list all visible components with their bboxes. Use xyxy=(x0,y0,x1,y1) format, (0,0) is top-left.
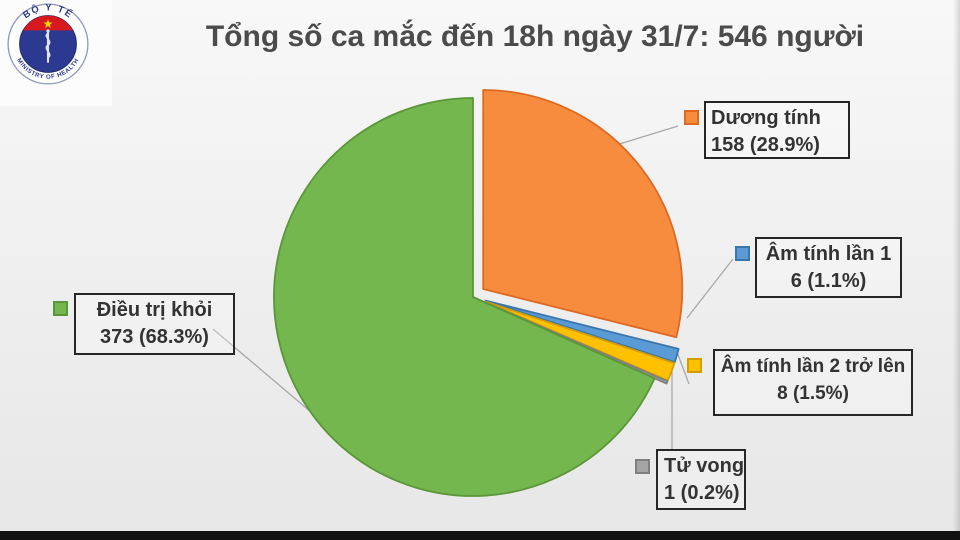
legend-marker-duong-tinh xyxy=(684,110,699,125)
callout-label: Âm tính lần 1 xyxy=(765,243,892,265)
callout-dieu-tri-khoi: Điều trị khỏi 373 (68.3%) xyxy=(74,293,235,355)
legend-marker-am-tinh-lan-1 xyxy=(735,246,750,261)
callout-tu-vong: Tử vong 1 (0.2%) xyxy=(656,449,746,510)
callout-am-tinh-lan-1: Âm tính lần 1 6 (1.1%) xyxy=(755,237,902,298)
callout-value: 373 (68.3%) xyxy=(100,326,209,348)
callout-value: 6 (1.1%) xyxy=(790,270,867,292)
logo-asclepius-staff-icon xyxy=(45,29,51,63)
callout-value: 1 (0.2%) xyxy=(664,482,740,504)
pie-slices xyxy=(273,89,684,497)
bottom-black-bar xyxy=(0,531,960,540)
callout-label: Dương tính xyxy=(711,107,821,129)
leader-line-am-tinh-lan-1 xyxy=(686,258,734,319)
leader-line-am-tinh-lan-2 xyxy=(676,351,690,385)
right-edge-shade xyxy=(953,0,960,540)
callout-label: Âm tính lần 2 trở lên xyxy=(720,356,906,377)
ministry-of-health-logo: BỘ Y TẾ MINISTRY OF HEALTH xyxy=(7,2,89,85)
logo-star-icon xyxy=(43,19,53,28)
callout-label: Điều trị khỏi xyxy=(96,299,213,321)
callout-am-tinh-lan-2: Âm tính lần 2 trở lên 8 (1.5%) xyxy=(713,349,913,416)
legend-marker-tu-vong xyxy=(635,459,650,474)
callout-label: Tử vong xyxy=(664,455,745,477)
callout-duong-tinh: Dương tính 158 (28.9%) xyxy=(704,101,850,159)
legend-marker-dieu-tri-khoi xyxy=(53,301,68,316)
page-title: Tổng số ca mắc đến 18h ngày 31/7: 546 ng… xyxy=(205,20,865,53)
legend-marker-am-tinh-lan-2 xyxy=(687,358,702,373)
pie-slice-dieu-tri-khoi xyxy=(273,97,656,497)
callout-value: 8 (1.5%) xyxy=(777,383,849,404)
leader-line-dieu-tri-khoi xyxy=(212,328,319,419)
pie-slice-duong-tinh xyxy=(482,89,684,339)
callout-value: 158 (28.9%) xyxy=(711,134,820,156)
pie-slice-am-tinh-lan-1 xyxy=(484,299,680,363)
leader-line-duong-tinh xyxy=(612,125,679,147)
